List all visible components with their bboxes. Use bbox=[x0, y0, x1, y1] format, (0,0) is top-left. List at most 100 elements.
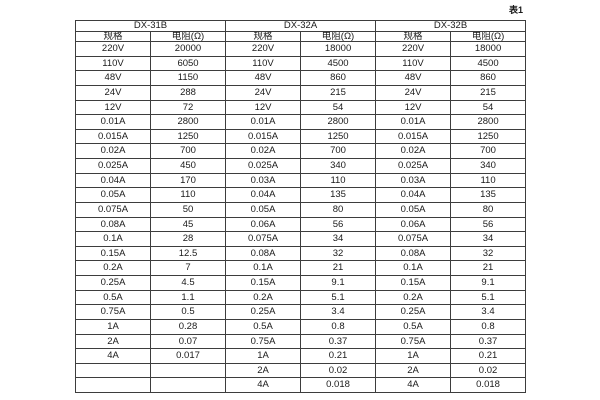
spec-cell: 0.1A bbox=[375, 260, 452, 276]
resistance-cell: 18000 bbox=[450, 41, 527, 57]
spec-cell: 24V bbox=[225, 84, 302, 101]
table-row: 0.08A 45 0.06A 56 0.06A 56 bbox=[75, 216, 527, 233]
spec-cell: 0.08A bbox=[75, 216, 151, 233]
spec-cell: 2A bbox=[375, 362, 452, 379]
spec-cell: 110V bbox=[375, 55, 452, 72]
spec-cell: 0.25A bbox=[75, 275, 151, 291]
resistance-cell: 4.5 bbox=[149, 275, 227, 291]
resistance-cell: 4500 bbox=[300, 55, 377, 72]
spec-cell: 2A bbox=[75, 333, 151, 350]
table-row: 0.015A 1250 0.015A 1250 0.015A 1250 bbox=[75, 128, 527, 145]
resistance-cell: 700 bbox=[149, 143, 227, 159]
resistance-column-header: 电阻(Ω) bbox=[149, 30, 227, 42]
resistance-cell: 2800 bbox=[300, 114, 377, 130]
resistance-cell: 170 bbox=[149, 172, 227, 189]
resistance-column-header: 电阻(Ω) bbox=[450, 30, 527, 42]
resistance-cell: 2800 bbox=[149, 114, 227, 130]
spec-cell: 0.02A bbox=[225, 143, 302, 159]
spec-cell: 0.06A bbox=[375, 216, 452, 233]
resistance-cell: 2800 bbox=[450, 114, 527, 130]
resistance-cell: 20000 bbox=[149, 41, 227, 57]
table-row: 0.05A 110 0.04A 135 0.04A 135 bbox=[75, 187, 527, 203]
resistance-cell: 135 bbox=[450, 187, 527, 203]
resistance-cell: 450 bbox=[149, 158, 227, 174]
resistance-cell: 0.07 bbox=[149, 333, 227, 350]
resistance-cell: 0.8 bbox=[300, 318, 377, 335]
table-row: 0.25A 4.5 0.15A 9.1 0.15A 9.1 bbox=[75, 275, 527, 291]
table-row: 0.025A 450 0.025A 340 0.025A 340 bbox=[75, 158, 527, 174]
resistance-cell: 28 bbox=[149, 231, 227, 247]
spec-cell: 110V bbox=[75, 55, 151, 72]
resistance-cell: 0.21 bbox=[300, 348, 377, 364]
spec-cell: 0.05A bbox=[375, 201, 452, 218]
spec-cell: 48V bbox=[225, 70, 302, 86]
resistance-cell: 340 bbox=[300, 158, 377, 174]
spec-cell bbox=[75, 377, 151, 393]
resistance-column-header: 电阻(Ω) bbox=[300, 30, 377, 42]
resistance-cell: 9.1 bbox=[300, 275, 377, 291]
resistance-cell: 0.018 bbox=[450, 377, 527, 393]
resistance-cell: 340 bbox=[450, 158, 527, 174]
spec-cell: 0.04A bbox=[225, 187, 302, 203]
table-row: 0.04A 170 0.03A 110 0.03A 110 bbox=[75, 172, 527, 189]
table-row: 0.01A 2800 0.01A 2800 0.01A 2800 bbox=[75, 114, 527, 130]
resistance-cell: 0.5 bbox=[149, 304, 227, 320]
group-header-row: DX-31B DX-32A DX-32B bbox=[74, 20, 527, 32]
resistance-cell: 54 bbox=[300, 99, 377, 116]
resistance-cell: 32 bbox=[300, 245, 377, 262]
resistance-cell: 215 bbox=[450, 84, 527, 101]
spec-cell: 220V bbox=[75, 41, 151, 57]
spec-cell: 0.025A bbox=[75, 158, 151, 174]
spec-cell: 1A bbox=[375, 348, 452, 364]
spec-cell: 4A bbox=[225, 377, 302, 393]
resistance-cell: 700 bbox=[300, 143, 377, 159]
table-row: 4A 0.018 4A 0.018 bbox=[75, 377, 527, 393]
table-row: 110V 6050 110V 4500 110V 4500 bbox=[75, 55, 527, 72]
resistance-cell: 7 bbox=[149, 260, 227, 276]
table-row: 1A 0.28 0.5A 0.8 0.5A 0.8 bbox=[75, 318, 527, 335]
resistance-cell: 3.4 bbox=[300, 304, 377, 320]
spec-cell: 48V bbox=[375, 70, 452, 86]
resistance-cell: 56 bbox=[300, 216, 377, 233]
resistance-cell: 21 bbox=[300, 260, 377, 276]
table-row: 48V 1150 48V 860 48V 860 bbox=[75, 70, 527, 86]
resistance-cell: 0.018 bbox=[300, 377, 377, 393]
spec-cell: 0.02A bbox=[75, 143, 151, 159]
spec-column-header: 规格 bbox=[225, 30, 302, 42]
spec-cell: 0.2A bbox=[375, 289, 452, 306]
spec-cell: 0.5A bbox=[375, 318, 452, 335]
resistance-cell: 1250 bbox=[149, 128, 227, 145]
spec-cell: 0.25A bbox=[375, 304, 452, 320]
spec-cell: 0.05A bbox=[75, 187, 151, 203]
spec-cell: 0.08A bbox=[225, 245, 302, 262]
spec-cell: 12V bbox=[225, 99, 302, 116]
resistance-cell bbox=[149, 377, 227, 393]
resistance-cell bbox=[149, 362, 227, 379]
table-row: 0.75A 0.5 0.25A 3.4 0.25A 3.4 bbox=[75, 304, 527, 320]
resistance-cell: 0.21 bbox=[450, 348, 527, 364]
group-header-dx32a: DX-32A bbox=[225, 20, 377, 32]
spec-cell: 0.75A bbox=[375, 333, 452, 350]
spec-cell: 48V bbox=[75, 70, 151, 86]
spec-cell: 0.01A bbox=[225, 114, 302, 130]
table-row: 12V 72 12V 54 12V 54 bbox=[75, 99, 527, 116]
spec-cell: 0.025A bbox=[225, 158, 302, 174]
resistance-cell: 21 bbox=[450, 260, 527, 276]
resistance-cell: 0.28 bbox=[149, 318, 227, 335]
spec-cell: 0.01A bbox=[375, 114, 452, 130]
resistance-cell: 0.017 bbox=[149, 348, 227, 364]
resistance-cell: 50 bbox=[149, 201, 227, 218]
spec-cell: 0.1A bbox=[225, 260, 302, 276]
spec-cell: 110V bbox=[225, 55, 302, 72]
resistance-cell: 700 bbox=[450, 143, 527, 159]
resistance-cell: 80 bbox=[450, 201, 527, 218]
group-header-dx32b: DX-32B bbox=[375, 20, 527, 32]
spec-cell: 1A bbox=[225, 348, 302, 364]
resistance-cell: 110 bbox=[450, 172, 527, 189]
spec-cell: 0.75A bbox=[75, 304, 151, 320]
table-row: 0.02A 700 0.02A 700 0.02A 700 bbox=[75, 143, 527, 159]
spec-cell: 0.5A bbox=[225, 318, 302, 335]
table-row: 2A 0.07 0.75A 0.37 0.75A 0.37 bbox=[75, 333, 527, 350]
spec-cell: 0.06A bbox=[225, 216, 302, 233]
spec-cell: 0.075A bbox=[225, 231, 302, 247]
